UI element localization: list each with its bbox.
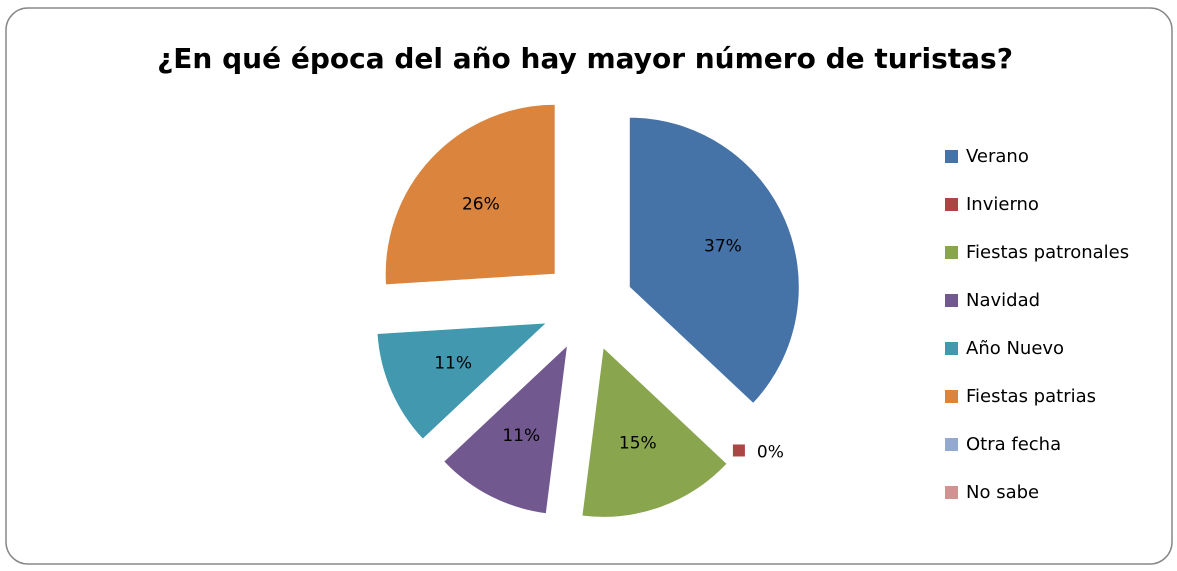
chart-title: ¿En qué época del año hay mayor número d… bbox=[157, 42, 1013, 75]
chart-border bbox=[5, 7, 1173, 565]
legend-label: Otra fecha bbox=[966, 434, 1061, 455]
legend-label: Navidad bbox=[966, 290, 1040, 311]
pie-slice bbox=[581, 346, 728, 518]
data-label: 26% bbox=[462, 194, 500, 214]
data-label: 0% bbox=[757, 442, 784, 462]
pie-slice bbox=[628, 116, 800, 405]
legend-label: Fiestas patronales bbox=[966, 242, 1129, 263]
legend-key bbox=[945, 438, 958, 451]
legend-key bbox=[945, 246, 958, 259]
legend-key bbox=[945, 198, 958, 211]
legend-key bbox=[945, 486, 958, 499]
data-label: 11% bbox=[434, 353, 472, 373]
legend-label: No sabe bbox=[966, 482, 1039, 503]
legend-key bbox=[945, 342, 958, 355]
data-label-key bbox=[732, 444, 745, 457]
data-label: 37% bbox=[704, 237, 742, 257]
data-label: 15% bbox=[619, 433, 657, 453]
pie-slice bbox=[442, 343, 569, 515]
legend-key bbox=[945, 150, 958, 163]
legend-label: Fiestas patrias bbox=[966, 386, 1096, 407]
data-label: 11% bbox=[502, 426, 540, 446]
legend-label: Invierno bbox=[966, 194, 1039, 215]
legend-label: Verano bbox=[966, 146, 1029, 167]
legend-key bbox=[945, 390, 958, 403]
legend-key bbox=[945, 294, 958, 307]
pie-slice bbox=[376, 322, 549, 440]
legend-label: Año Nuevo bbox=[966, 338, 1064, 359]
pie-slice bbox=[384, 103, 556, 286]
